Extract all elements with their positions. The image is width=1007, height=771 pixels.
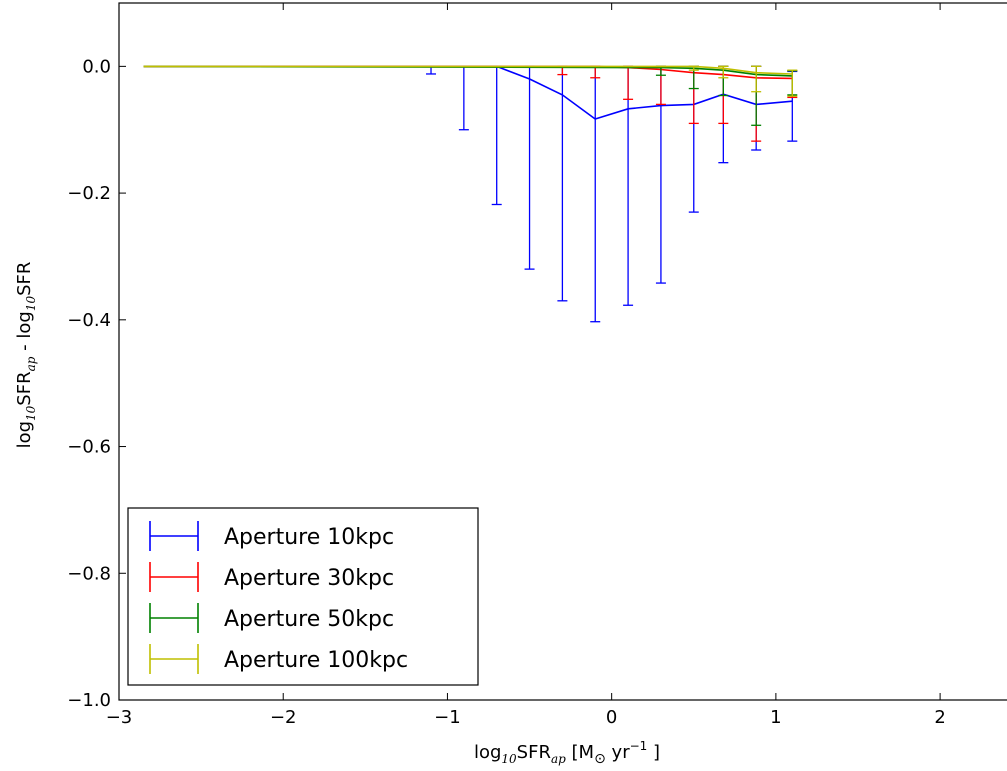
y-tick-label: −0.2	[67, 183, 111, 204]
legend-entry: Aperture 10kpc	[149, 521, 394, 551]
x-tick-label: 2	[934, 707, 945, 728]
x-axis-ticks: −3 −2 −1 0 1 2	[106, 3, 946, 728]
y-axis-ticks: 0.0 −0.2 −0.4 −0.6 −0.8 −1.0	[67, 56, 126, 711]
x-tick-label: −1	[434, 707, 461, 728]
series-4	[143, 65, 798, 97]
plot-frame	[118, 2, 1007, 701]
x-tick-label: 1	[770, 707, 781, 728]
legend: Aperture 10kpc Aperture 30kpc Aperture 50k…	[127, 507, 479, 686]
error-bar	[718, 65, 729, 79]
x-tick-label: −3	[106, 707, 133, 728]
legend-entries: Aperture 10kpc Aperture 30kpc Aperture 50k…	[149, 521, 408, 674]
legend-entry: Aperture 30kpc	[149, 562, 394, 592]
error-bar	[688, 65, 699, 71]
legend-label: Aperture 10kpc	[224, 525, 394, 550]
x-tick-label: −2	[270, 707, 297, 728]
legend-label: Aperture 30kpc	[224, 566, 394, 591]
y-axis-label: log10SFRap - log10SFR	[14, 262, 38, 449]
legend-frame	[127, 507, 479, 686]
error-bar	[751, 65, 762, 93]
y-tick-label: −0.6	[67, 437, 111, 458]
legend-label: Aperture 50kpc	[224, 607, 394, 632]
y-tick-label: 0.0	[82, 56, 111, 77]
y-tick-label: −0.4	[67, 310, 111, 331]
x-tick-label: 0	[606, 707, 617, 728]
x-axis-label: log10SFRap [M⊙ yr−1 ]	[474, 739, 660, 767]
legend-entry: Aperture 50kpc	[149, 603, 394, 633]
y-tick-label: −0.8	[67, 563, 111, 584]
error-bar	[787, 69, 798, 97]
legend-label: Aperture 100kpc	[224, 648, 408, 673]
y-tick-label: −1.0	[67, 690, 111, 711]
legend-entry: Aperture 100kpc	[149, 644, 408, 674]
series-line	[143, 65, 793, 77]
series-layer	[143, 65, 798, 323]
